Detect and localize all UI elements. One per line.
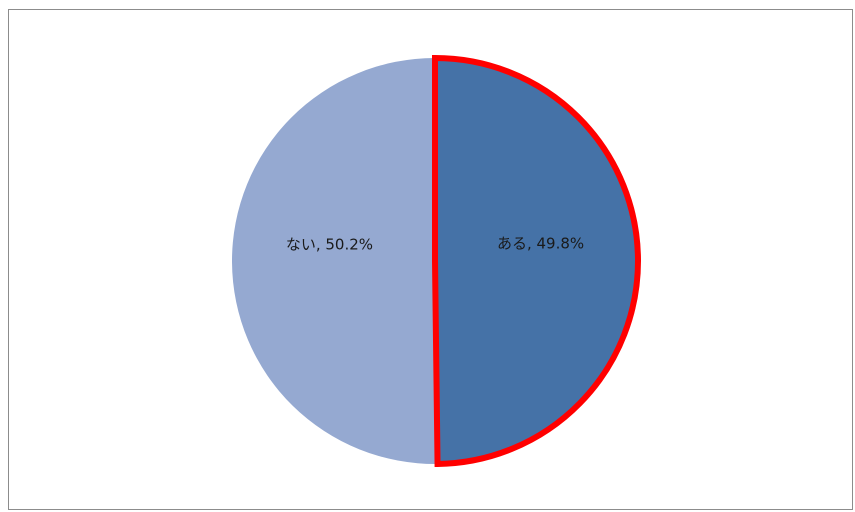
highlight-outline: [432, 54, 641, 468]
data-label-nai: ない, 50.2%: [286, 236, 373, 254]
data-label-aru: ある, 49.8%: [497, 234, 584, 252]
slice-labels: ない, 50.2% ある, 49.8%: [286, 234, 584, 253]
pie-slices: [231, 58, 638, 465]
highlight-outline-group: [432, 54, 641, 468]
pie-slice-nai: [231, 58, 438, 465]
pie-slice-aru: [435, 58, 638, 464]
